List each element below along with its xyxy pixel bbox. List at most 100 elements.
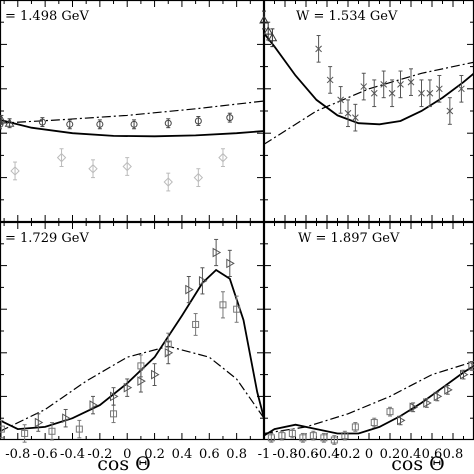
data-point-diamond — [122, 157, 132, 176]
panel-1: = 1.498 GeV — [0, 0, 265, 223]
data-point-cross — [315, 35, 322, 63]
data-point-square — [219, 291, 227, 319]
panel-frame — [263, 221, 474, 441]
data-point-circle — [96, 119, 104, 130]
x-tick-label: -0.4 — [314, 447, 339, 462]
data-point-triangle-right — [62, 408, 71, 428]
data-point-triangle-right — [164, 341, 174, 365]
data-point-cross — [337, 86, 345, 114]
data-point-triangle-right — [151, 363, 160, 386]
data-point-square — [330, 435, 338, 445]
data-point-square — [299, 432, 307, 443]
x-tick-label: 0.6 — [422, 447, 443, 462]
data-point-triangle-right — [212, 238, 222, 267]
data-point-cross — [435, 74, 443, 103]
panel-frame — [0, 221, 265, 441]
panel-4: W = 1.897 GeV-1 -0.8-0.6-0.4-0.2 0 0.2 0.4 0.… — [258, 221, 474, 462]
data-point-triangle-right — [423, 398, 432, 408]
data-point-triangle-right — [89, 395, 99, 415]
data-point-circle — [66, 119, 74, 130]
x-tick-label: 0.6 — [199, 447, 220, 462]
x-tick-label: 0.8 — [226, 447, 247, 462]
data-point-circle — [164, 118, 172, 129]
data-point-square — [21, 424, 29, 443]
data-point-diamond — [56, 148, 67, 167]
data-point-cross — [351, 103, 359, 132]
data-point-square — [309, 430, 317, 441]
panel-frame — [263, 0, 474, 223]
data-point-diamond — [88, 159, 98, 179]
dashdot-curve — [0, 100, 265, 124]
x-tick-label: -0.8 — [5, 447, 30, 462]
data-point-cross — [418, 79, 425, 108]
data-point-circle — [226, 112, 234, 123]
data-point-cross — [326, 66, 334, 94]
data-point-cross — [370, 79, 378, 108]
x-axis-title-right: cos Θ — [391, 453, 444, 474]
data-point-diamond — [218, 148, 228, 167]
x-tick-label: -0.6 — [293, 447, 318, 462]
data-point-triangle — [263, 21, 274, 41]
data-point-circle — [130, 119, 138, 130]
panel-label: = 1.498 GeV — [5, 9, 89, 24]
data-point-triangle — [267, 28, 278, 48]
data-point-cross — [458, 74, 465, 103]
data-point-diamond — [10, 161, 20, 181]
solid-curve — [0, 119, 265, 138]
data-point-square — [320, 432, 328, 443]
x-tick-label: -0.2 — [335, 447, 360, 462]
data-point-cross — [397, 70, 404, 99]
x-tick-label: 0.4 — [401, 447, 422, 462]
panel-label: W = 1.534 GeV — [296, 9, 398, 24]
data-point-cross — [407, 68, 415, 96]
data-point-square — [341, 430, 349, 441]
data-point-square — [48, 422, 56, 441]
x-tick-label: -0.2 — [87, 447, 112, 462]
data-point-cross — [344, 99, 352, 128]
x-tick-label: 0.2 — [380, 447, 401, 462]
data-point-square — [192, 313, 200, 336]
x-axis-title-left: cos Θ — [97, 453, 150, 474]
data-point-square — [278, 430, 286, 441]
data-point-triangle-right — [468, 361, 474, 371]
data-point-square — [0, 419, 5, 439]
x-tick-label: -0.6 — [33, 447, 58, 462]
data-point-square — [351, 422, 359, 432]
dashdot-curve — [263, 360, 474, 435]
solid-curve — [263, 32, 474, 126]
data-point-triangle-right — [34, 413, 44, 432]
data-point-triangle-right — [397, 415, 406, 426]
x-tick-label: 0 — [365, 447, 373, 462]
panel-frame — [0, 0, 265, 223]
data-point-triangle-right — [226, 249, 235, 277]
data-point-cross — [426, 79, 434, 108]
data-point-cross — [380, 70, 388, 99]
x-tick-label: 0 — [123, 447, 131, 462]
data-point-triangle-right — [123, 378, 133, 397]
data-point-square — [288, 428, 296, 439]
data-point-triangle — [259, 10, 269, 30]
x-tick-label: -1 — [258, 447, 271, 462]
data-point-square — [75, 419, 83, 439]
data-point-triangle-right — [409, 402, 419, 413]
data-point-triangle-right — [433, 391, 443, 402]
data-point-triangle-right — [460, 369, 469, 380]
data-point-triangle — [0, 114, 7, 125]
data-point-square — [110, 404, 118, 424]
data-point-triangle — [4, 118, 15, 129]
solid-curve — [0, 268, 265, 431]
data-point-circle — [38, 117, 46, 128]
data-point-cross — [446, 97, 454, 125]
dashdot-curve — [0, 345, 265, 432]
data-point-diamond — [193, 168, 204, 187]
data-point-cross — [360, 72, 368, 101]
x-tick-label: -0.4 — [60, 447, 85, 462]
data-point-square — [386, 406, 394, 417]
data-point-cross — [388, 79, 396, 108]
panel-2: W = 1.534 GeV — [259, 0, 474, 223]
data-point-circle — [194, 116, 202, 126]
data-point-triangle-right — [198, 267, 208, 295]
data-point-square — [370, 417, 378, 428]
data-point-square — [233, 295, 241, 323]
